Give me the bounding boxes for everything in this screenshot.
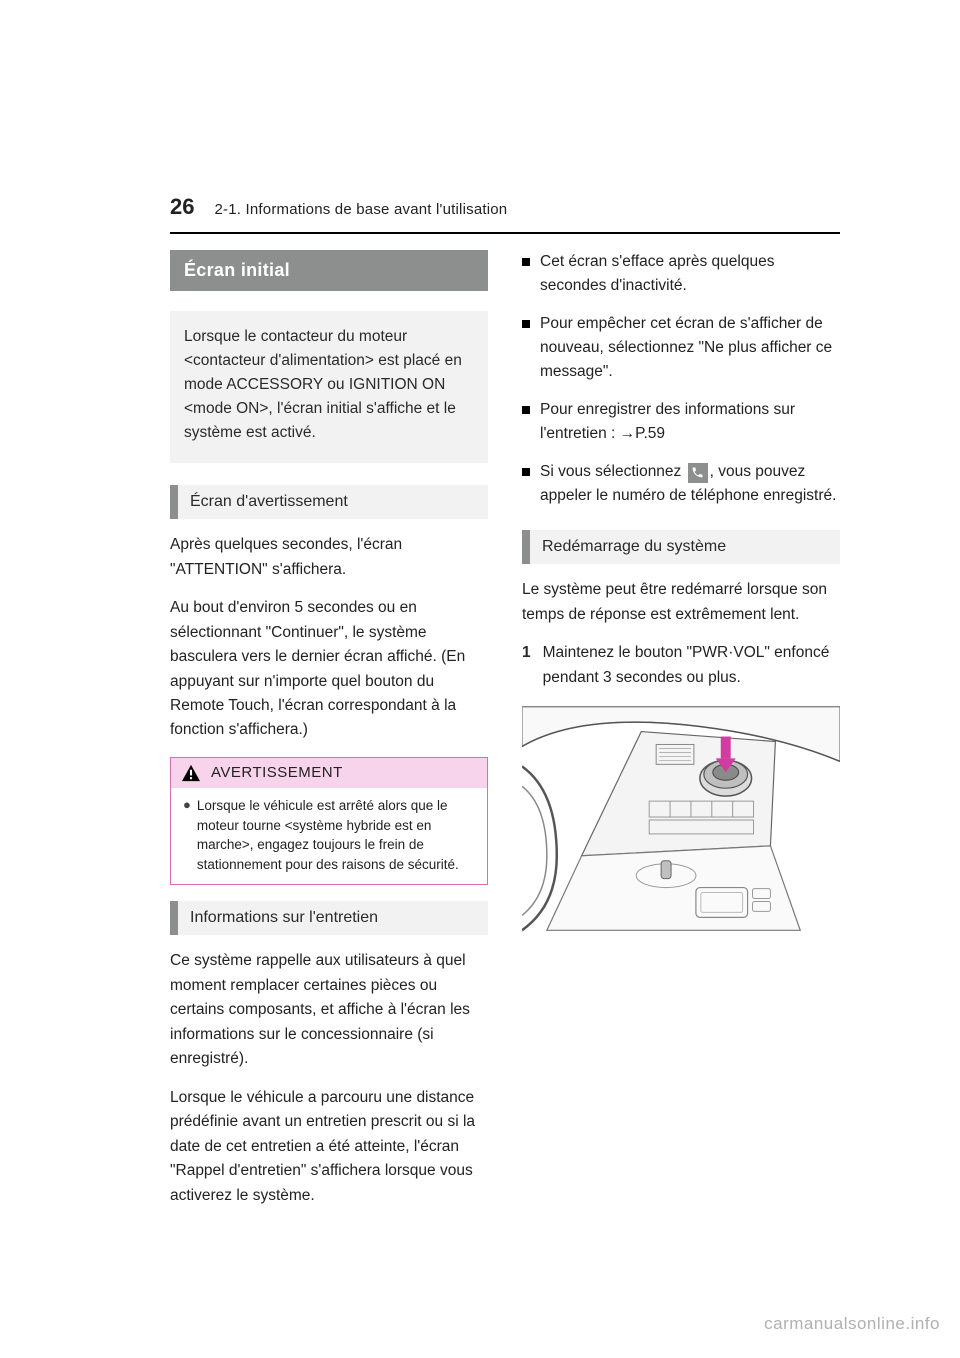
list-item: Pour empêcher cet écran de s'afficher de… bbox=[522, 312, 840, 384]
page-header: 26 2-1. Informations de base avant l'uti… bbox=[170, 194, 840, 220]
maintenance-paragraph-1: Ce système rappelle aux utilisateurs à q… bbox=[170, 949, 488, 1071]
step-1: 1 Maintenez le bouton "PWR·VOL" enfoncé … bbox=[522, 641, 840, 690]
intro-block: Lorsque le contacteur du moteur <contact… bbox=[170, 311, 488, 463]
subheading-redemarrage: Redémarrage du système bbox=[522, 530, 840, 564]
bullet-text: Si vous sélectionnez , vous pouvez appel… bbox=[540, 460, 840, 508]
avertissement-header: AVERTISSEMENT bbox=[171, 758, 487, 788]
warning-paragraph-1: Après quelques secondes, l'écran "ATTENT… bbox=[170, 533, 488, 582]
left-column: Écran initial Lorsque le contacteur du m… bbox=[170, 250, 488, 1222]
bullet-icon bbox=[522, 468, 530, 476]
subheading-ecran-avertissement: Écran d'avertissement bbox=[170, 485, 488, 519]
bullet-text: Cet écran s'efface après quelques second… bbox=[540, 250, 840, 298]
bullet-prefix: Pour enregistrer des informations sur l'… bbox=[540, 401, 795, 442]
avertissement-box: AVERTISSEMENT ● Lorsque le véhicule est … bbox=[170, 757, 488, 885]
bullet-text: Pour enregistrer des informations sur l'… bbox=[540, 398, 840, 446]
list-item: Cet écran s'efface après quelques second… bbox=[522, 250, 840, 298]
phone-icon bbox=[688, 463, 708, 483]
title-bar-ecran-initial: Écran initial bbox=[170, 250, 488, 291]
step-text: Maintenez le bouton "PWR·VOL" enfoncé pe… bbox=[543, 641, 840, 690]
bullet-text: Pour empêcher cet écran de s'afficher de… bbox=[540, 312, 840, 384]
breadcrumb: 2-1. Informations de base avant l'utilis… bbox=[214, 201, 507, 218]
bullet-icon bbox=[522, 258, 530, 266]
watermark: carmanualsonline.info bbox=[764, 1314, 940, 1334]
page-number: 26 bbox=[170, 194, 194, 220]
warning-paragraph-2: Au bout d'environ 5 secondes ou en sélec… bbox=[170, 596, 488, 743]
right-column: Cet écran s'efface après quelques second… bbox=[522, 250, 840, 1222]
subheading-informations-entretien: Informations sur l'entretien bbox=[170, 901, 488, 935]
restart-paragraph: Le système peut être redémarré lorsque s… bbox=[522, 578, 840, 627]
list-item: Si vous sélectionnez , vous pouvez appel… bbox=[522, 460, 840, 508]
avertissement-text: Lorsque le véhicule est arrêté alors que… bbox=[197, 796, 475, 874]
header-rule bbox=[170, 232, 840, 234]
page-reference: →P.59 bbox=[620, 425, 665, 442]
avertissement-title: AVERTISSEMENT bbox=[211, 764, 343, 781]
maintenance-paragraph-2: Lorsque le véhicule a parcouru une dista… bbox=[170, 1086, 488, 1208]
right-bullet-list: Cet écran s'efface après quelques second… bbox=[522, 250, 840, 508]
list-item: Pour enregistrer des informations sur l'… bbox=[522, 398, 840, 446]
avertissement-body: ● Lorsque le véhicule est arrêté alors q… bbox=[171, 788, 487, 884]
bullet-icon bbox=[522, 406, 530, 414]
warning-triangle-icon bbox=[181, 764, 201, 782]
bullet-icon: ● bbox=[183, 796, 191, 874]
console-illustration bbox=[522, 706, 840, 936]
step-number: 1 bbox=[522, 641, 531, 690]
bullet-prefix: Si vous sélectionnez bbox=[540, 463, 686, 480]
bullet-icon bbox=[522, 320, 530, 328]
